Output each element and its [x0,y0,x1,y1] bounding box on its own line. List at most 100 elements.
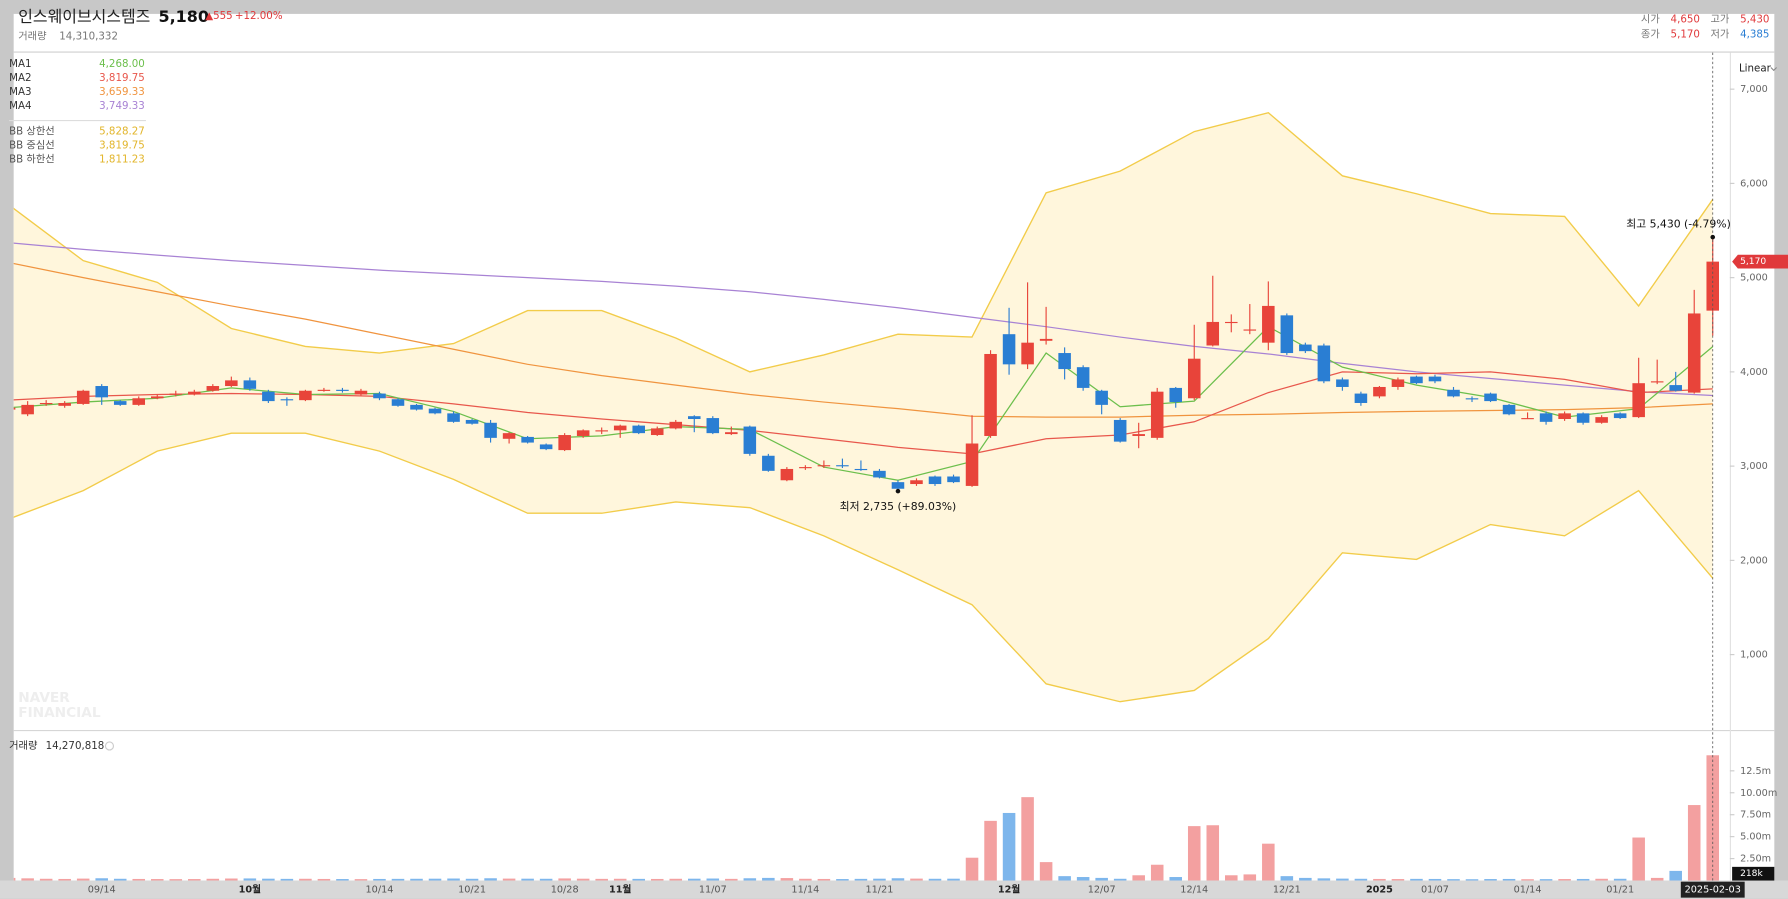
candle-body [576,430,590,436]
candle-body [484,422,497,438]
volume-bar [1650,877,1664,881]
volume-bar [1243,874,1257,881]
candle-body [1225,321,1238,324]
candle-body [780,468,794,481]
quote-value: 5,170 [1671,28,1700,40]
candle-body [1021,342,1034,365]
candle-body [1465,398,1479,400]
candle-body [39,402,53,405]
legend-value: 3,819.75 [99,140,145,152]
volume-bar [1521,879,1534,881]
volume-bar [1299,877,1312,881]
volume-bar [95,878,108,881]
volume-bar [1706,755,1720,881]
x-tick-label: 10월 [239,884,261,896]
x-tick-label: 10/14 [366,885,394,896]
annotation-dot [1710,234,1716,240]
candle-body [262,391,275,402]
candle-body [1336,379,1349,387]
volume: 14,310,332 [59,31,118,43]
candle-body [1169,387,1183,403]
volume-bar [373,878,386,881]
volume-bar [1076,877,1090,881]
bollinger-band [13,112,1713,702]
ma-line [13,371,1713,455]
volume-bar [1317,878,1331,881]
volume-bar [947,878,960,881]
volume-bar [1558,879,1571,881]
candle-body [1113,419,1127,442]
volume-bar [243,878,257,881]
ma-line [13,325,1714,481]
volume-tick-label: 7.50m [1740,810,1771,821]
volume-bar [1150,864,1164,881]
volume-bar [873,878,886,881]
legend-value: 4,268.00 [99,58,145,70]
volume-bar [1187,826,1201,881]
candle-body [669,421,683,429]
volume-bar [1391,879,1405,881]
volume-bar [928,878,942,881]
candle-body [836,465,849,467]
x-tick-label: 12/14 [1180,885,1208,896]
volume-bar [465,878,479,881]
x-tick-label: 11/21 [865,885,893,896]
legend-name: BB 하한선 [9,153,55,166]
volume-bar [1632,837,1645,881]
volume-bar [225,878,238,881]
candle-body [632,425,645,434]
candle-body [910,480,923,485]
x-tick-label: 10/28 [551,885,579,896]
volume-bar [854,878,868,881]
volume-title: 거래량 [9,740,38,752]
scale-toggle[interactable]: Linear [1739,63,1772,75]
quote-value: 4,385 [1740,28,1769,40]
volume-tick-label: 12.5m [1740,766,1771,777]
legend-name: MA2 [9,72,31,84]
volume-bar [1206,825,1220,881]
volume-bar [595,878,608,881]
candle-body [613,425,627,431]
ma-line [13,262,1713,418]
x-tick-label: 2025 [1366,885,1393,896]
x-tick-label: 12/07 [1088,885,1116,896]
volume-bar [1021,797,1034,881]
candle-body [113,401,127,405]
price: 5,180 [159,7,209,26]
volume-bar [576,878,590,881]
candle-body [1669,385,1682,391]
candle-body [558,435,571,451]
crosshair-label-box [1680,881,1745,898]
volume-bar [58,878,71,881]
volume-bar [521,878,534,881]
volume-bar [447,878,460,881]
volume-bar [706,878,720,881]
candle-body [1317,345,1331,382]
candle-body [1039,338,1053,341]
candle-body [299,390,312,401]
volume-bar [1428,878,1442,881]
volume-bar [1373,878,1386,881]
candle-body [336,389,349,391]
legend-value: 3,659.33 [99,86,145,98]
volume-tick-label: 5.00m [1740,832,1771,843]
volume-bar [910,878,923,881]
volume-bar [1113,878,1127,881]
volume-bar [1058,876,1071,881]
volume-bar [558,878,571,881]
legend-value: 3,749.33 [99,100,145,112]
candle-body [1243,329,1257,331]
volume-marker [1732,866,1775,881]
candle-body [947,476,960,483]
settings-icon[interactable] [104,741,115,751]
legend-value: 3,819.75 [99,72,145,84]
candle-body [391,399,405,406]
volume-bar [317,878,331,881]
candle-body [1187,358,1201,399]
volume-bar [688,878,701,881]
candle-body [1410,376,1423,384]
candle-body [1373,386,1386,397]
candle-body [1076,367,1090,388]
